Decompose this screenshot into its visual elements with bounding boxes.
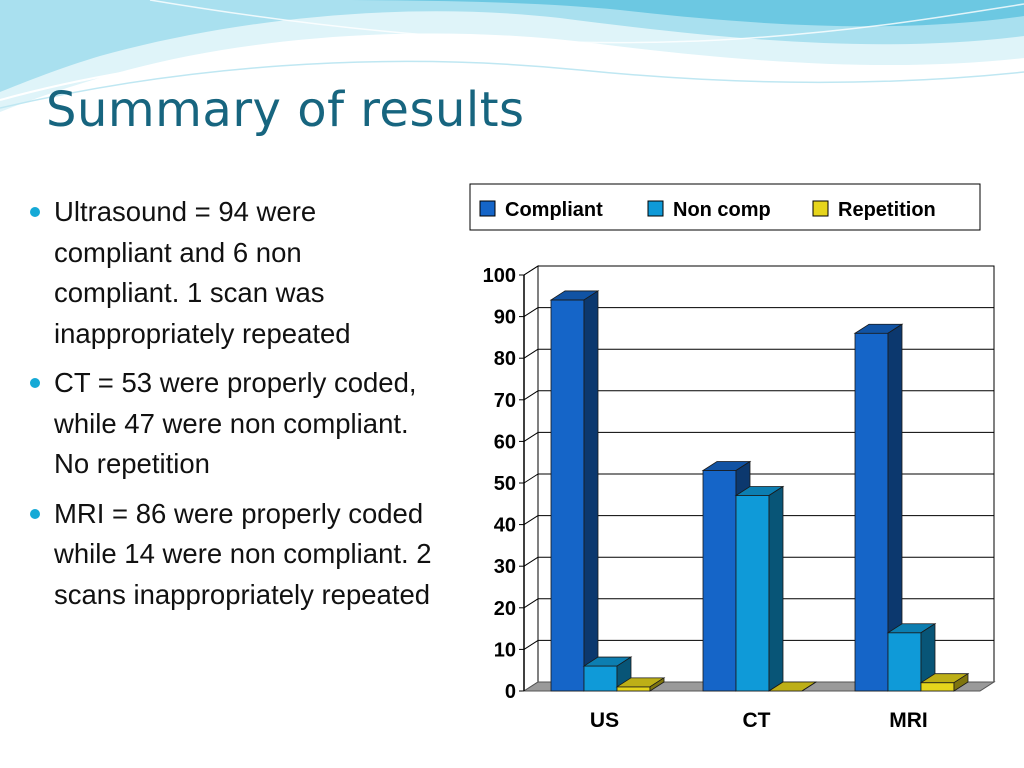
x-category-label: MRI [889,709,928,732]
gridline-side [523,556,539,567]
gridline-side [523,515,539,526]
header-wave-decoration [0,0,1024,112]
y-tick-label: 50 [494,473,516,495]
x-category-label: US [590,709,619,732]
x-category-label: CT [743,709,771,732]
y-tick-label: 10 [494,639,516,661]
legend-label: Compliant [505,199,603,221]
gridline-side [523,348,539,359]
bar-us-compliant [550,299,585,692]
legend-swatch [647,200,664,217]
y-tick-label: 80 [494,348,516,370]
bar-mri-compliant [854,332,889,692]
gridline-side [523,307,539,318]
legend-label: Repetition [838,199,936,221]
bullet-dot-icon [30,207,40,217]
gridline-side [523,265,539,276]
wave-line-3 [149,0,1024,44]
y-tick-label: 30 [494,556,516,578]
gridline-side [523,639,539,650]
bullet-list: Ultrasound = 94 were compliant and 6 non… [24,192,434,624]
bullet-text: Ultrasound = 94 were compliant and 6 non… [54,196,351,349]
y-tick-label: 40 [494,515,516,537]
bullet-ct: CT = 53 were properly coded, while 47 we… [24,363,434,485]
legend-label: Non comp [673,199,771,221]
y-tick-label: 100 [483,265,516,287]
bar-us-non-comp [583,665,618,692]
bar-side-face [801,681,817,692]
bar-side-face [953,672,969,692]
bullet-ultrasound: Ultrasound = 94 were compliant and 6 non… [24,192,434,354]
y-tick-label: 60 [494,431,516,453]
bullet-dot-icon [30,378,40,388]
legend-swatch [479,200,496,217]
chart-legend [469,183,981,231]
bar-side-face [768,485,784,692]
bullet-mri: MRI = 86 were properly coded while 14 we… [24,494,434,616]
bullet-text: CT = 53 were properly coded, while 47 we… [54,367,417,479]
wave-dark [320,0,1024,27]
legend-swatch [812,200,829,217]
y-tick-label: 20 [494,598,516,620]
bar-us-repetition [616,686,651,692]
bar-mri-non-comp [887,632,922,692]
bar-side-face [649,677,665,692]
wave-line-1 [0,48,1024,101]
y-tick-label: 70 [494,390,516,412]
gridline-side [523,431,539,442]
bullet-text: MRI = 86 were properly coded while 14 we… [54,497,432,610]
gridline-side [523,473,539,484]
gridline-side [523,598,539,609]
bar-mri-repetition [920,682,955,692]
bar-ct-non-comp [735,495,770,692]
bar-side-face [583,290,599,692]
bullet-dot-icon [30,508,40,519]
gridline-side [523,390,539,401]
wave-line-2 [0,60,1024,109]
slide-title: Summary of results [46,82,525,138]
bar-ct-compliant [702,470,737,692]
y-tick-label: 0 [505,681,516,703]
y-tick-label: 90 [494,307,516,329]
